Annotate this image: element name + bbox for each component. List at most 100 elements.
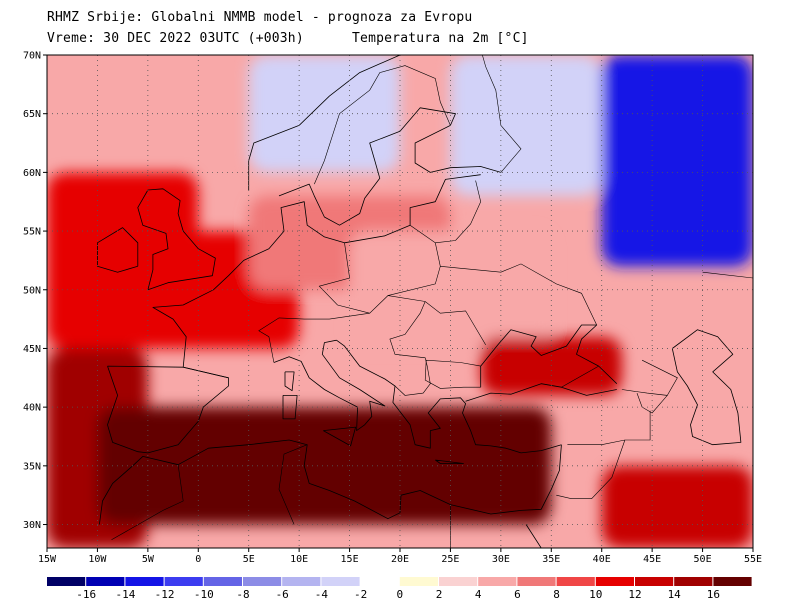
colorbar-swatch xyxy=(674,577,713,586)
gridlines xyxy=(47,55,753,548)
coastline-3 xyxy=(97,227,139,273)
colorbar-swatch xyxy=(713,577,752,586)
lon-tick-label: 5E xyxy=(243,554,255,565)
coastline-16 xyxy=(525,524,552,548)
coastline-8 xyxy=(282,395,298,420)
border-12 xyxy=(556,439,626,499)
border-9 xyxy=(314,65,451,185)
border-8 xyxy=(482,55,522,173)
field-name: Temperatura na 2m [°C] xyxy=(352,31,529,46)
temperature-region-7 xyxy=(601,55,753,267)
temperature-field xyxy=(47,55,753,548)
coastline-15 xyxy=(99,439,562,525)
lat-tick-label: 55N xyxy=(23,227,41,238)
border-14 xyxy=(111,464,184,541)
lat-tick-label: 60N xyxy=(23,168,41,179)
lat-tick-label: 70N xyxy=(23,51,41,62)
colorbar-label: 14 xyxy=(668,588,682,600)
border-4 xyxy=(435,180,482,244)
coastline-13 xyxy=(480,324,618,388)
lon-tick-label: 45E xyxy=(643,554,661,565)
map-title: RHMZ Srbije: Globalni NMMB model - progn… xyxy=(47,10,473,25)
colorbar-swatch xyxy=(321,577,360,586)
coastline-7 xyxy=(323,426,356,447)
colorbar-swatch xyxy=(556,577,595,586)
border-18 xyxy=(702,271,753,279)
coastline-11 xyxy=(465,383,617,402)
temperature-region-6 xyxy=(480,336,622,396)
colorbar-label: 2 xyxy=(436,588,443,600)
colorbar-label: 6 xyxy=(514,588,521,600)
lat-tick-label: 65N xyxy=(23,109,41,120)
colorbar-label: 0 xyxy=(396,588,403,600)
temperature-region-8 xyxy=(248,55,400,173)
lon-tick-label: 15E xyxy=(341,554,359,565)
temperature-region-9 xyxy=(450,55,602,196)
colorbar-label: 4 xyxy=(475,588,482,600)
border-10 xyxy=(621,389,668,414)
colorbar-label: -6 xyxy=(276,588,289,600)
lon-tick-label: 10E xyxy=(290,554,308,565)
coastline-5 xyxy=(278,107,502,226)
border-0 xyxy=(183,366,229,379)
border-15 xyxy=(450,504,521,548)
colorbar-swatch xyxy=(478,577,517,586)
lat-tick-label: 45N xyxy=(23,344,41,355)
lon-tick-label: 50E xyxy=(694,554,712,565)
colorbar-swatch xyxy=(243,577,282,586)
temperature-region-5 xyxy=(97,407,552,525)
colorbar-swatch xyxy=(399,577,438,586)
colorbar-label: 10 xyxy=(589,588,602,600)
coastline-12 xyxy=(435,459,464,464)
lon-tick-label: 40E xyxy=(593,554,611,565)
border-5 xyxy=(440,263,597,326)
colorbar-swatch xyxy=(164,577,203,586)
border-1 xyxy=(258,295,486,363)
colorbar-label: -8 xyxy=(236,588,249,600)
coastlines-and-borders xyxy=(97,55,753,548)
border-17 xyxy=(561,365,599,388)
lon-tick-label: 55E xyxy=(744,554,762,565)
coastline-4 xyxy=(248,55,511,190)
coastline-1 xyxy=(152,174,481,368)
colorbar-swatch xyxy=(439,577,478,586)
border-13 xyxy=(278,444,308,525)
colorbar-label: -16 xyxy=(76,588,96,600)
colorbar-label: -12 xyxy=(155,588,175,600)
colorbar-label: 16 xyxy=(707,588,720,600)
lon-tick-label: 30E xyxy=(492,554,510,565)
lon-tick-label: 0 xyxy=(195,554,201,565)
lon-tick-label: 25E xyxy=(441,554,459,565)
colorbar-label: -14 xyxy=(115,588,135,600)
lon-tick-label: 35E xyxy=(542,554,560,565)
colorbar-swatch xyxy=(595,577,634,586)
colorbar-label: -4 xyxy=(315,588,329,600)
border-16 xyxy=(641,359,678,396)
map-subtitle: Vreme: 30 DEC 2022 03UTC (+003h) Tempera… xyxy=(47,31,529,47)
coastline-14 xyxy=(671,329,742,446)
colorbar-swatch xyxy=(360,577,399,586)
colorbar-label: -2 xyxy=(354,588,367,600)
colorbar-swatch xyxy=(86,577,125,586)
colorbar-label: 12 xyxy=(628,588,641,600)
coastline-9 xyxy=(284,371,295,392)
colorbar-swatch xyxy=(203,577,242,586)
colorbar-swatch xyxy=(635,577,674,586)
longitude-axis: 15W 10W 5W 0 5E 10E 15E 20E 25E 30E 35E 40E 45E 50E 55… xyxy=(38,548,762,565)
latitude-axis: 70N 65N 60N 55N 50N 45N 40N 35N 30N xyxy=(23,51,47,531)
lat-tick-label: 40N xyxy=(23,403,41,414)
lon-tick-label: 20E xyxy=(391,554,409,565)
lat-tick-label: 30N xyxy=(23,520,41,531)
lat-tick-label: 35N xyxy=(23,461,41,472)
colorbar-swatch xyxy=(517,577,556,586)
lon-tick-label: 10W xyxy=(88,554,107,565)
temperature-region-10 xyxy=(601,465,753,548)
colorbar-swatch xyxy=(282,577,321,586)
coastline-10 xyxy=(336,339,562,454)
colorbar-swatch xyxy=(125,577,164,586)
colorbar: -16 -14 -12 -10 -8 -6 -4 -2 0 2 4 6 8 10 12 14 16 xyxy=(47,577,752,600)
border-6 xyxy=(389,301,431,396)
coastline-6 xyxy=(273,339,386,431)
